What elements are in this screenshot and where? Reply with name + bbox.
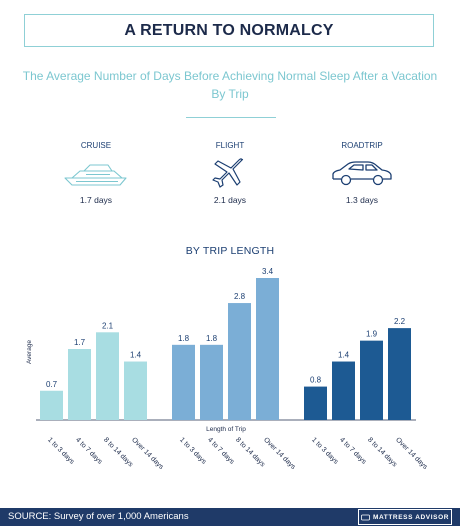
category-tick-label: 4 to 7 days: [206, 436, 236, 466]
source-note: SOURCE: Survey of over 1,000 Americans: [8, 511, 189, 522]
footer: SOURCE: Survey of over 1,000 Americans M…: [0, 508, 460, 526]
title-box: A RETURN TO NORMALCY: [24, 14, 434, 47]
divider: [186, 117, 276, 118]
roadtrip-label: ROADTRIP: [341, 141, 383, 150]
category-tick-label: Over 14 days: [262, 436, 297, 471]
data-label: 3.4: [262, 267, 274, 276]
data-label: 2.2: [394, 317, 406, 326]
category-tick-label: 8 to 14 days: [234, 436, 266, 468]
bar: [68, 349, 91, 420]
trip-length-bar-chart: Average Length of Trip 0.7 1 to 3 days 1.7…: [26, 267, 429, 471]
brand-logo: MATTRESS ADVISOR: [358, 509, 452, 525]
data-label: 0.8: [310, 376, 322, 385]
bar: [256, 278, 279, 420]
bar: [96, 332, 119, 420]
flight-label: FLIGHT: [215, 141, 245, 150]
subtitle-line-2: By Trip: [211, 87, 249, 101]
data-label: 1.9: [366, 330, 378, 339]
data-label: 2.8: [234, 292, 246, 301]
data-label: 1.4: [338, 351, 350, 360]
category-tick-label: 4 to 7 days: [338, 436, 368, 466]
data-label: 1.7: [74, 338, 86, 347]
category-tick-label: 8 to 14 days: [102, 436, 134, 468]
mattress-icon: [361, 514, 370, 520]
bar: [200, 344, 223, 420]
data-label: 1.8: [206, 334, 218, 343]
category-tick-label: Over 14 days: [394, 436, 429, 471]
x-axis-label: Length of Trip: [206, 426, 246, 433]
cruise-value: 1.7 days: [79, 195, 113, 205]
car-icon: [332, 161, 392, 186]
brand-name: MATTRESS ADVISOR: [372, 513, 450, 521]
cruise-label: CRUISE: [80, 141, 112, 150]
roadtrip-value: 1.3 days: [345, 195, 379, 205]
category-tick-label: 1 to 3 days: [310, 436, 340, 466]
y-axis-label: Average: [26, 340, 33, 364]
bar: [40, 390, 63, 420]
bar: [332, 361, 355, 420]
bar: [124, 361, 147, 420]
bar: [228, 303, 251, 420]
bar: [388, 328, 411, 420]
data-label: 1.4: [130, 351, 142, 360]
bar: [360, 340, 383, 420]
subtitle-line-1: The Average Number of Days Before Achiev…: [22, 69, 438, 83]
category-tick-label: Over 14 days: [130, 436, 165, 471]
cruise-ship-icon: [64, 164, 127, 186]
category-tick-label: 1 to 3 days: [46, 436, 76, 466]
airplane-icon: [212, 158, 244, 188]
category-tick-label: 8 to 14 days: [366, 436, 398, 468]
flight-value: 2.1 days: [213, 195, 247, 205]
data-label: 1.8: [178, 334, 190, 343]
data-label: 2.1: [102, 321, 114, 330]
category-tick-label: 4 to 7 days: [74, 436, 104, 466]
data-label: 0.7: [46, 380, 58, 389]
category-tick-label: 1 to 3 days: [178, 436, 208, 466]
page-title: A RETURN TO NORMALCY: [124, 21, 334, 39]
bar: [172, 344, 195, 420]
bar: [304, 386, 327, 420]
section-title: BY TRIP LENGTH: [185, 245, 275, 257]
